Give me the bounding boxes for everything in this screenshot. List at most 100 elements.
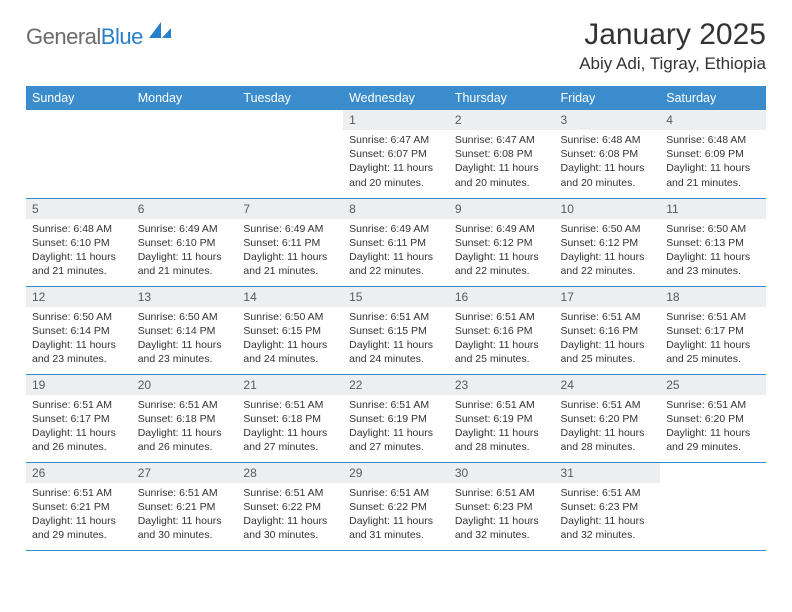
- day-details: Sunrise: 6:49 AMSunset: 6:12 PMDaylight:…: [449, 219, 555, 283]
- day-number: 14: [237, 287, 343, 307]
- day-details: Sunrise: 6:51 AMSunset: 6:21 PMDaylight:…: [26, 483, 132, 547]
- day-details: Sunrise: 6:48 AMSunset: 6:10 PMDaylight:…: [26, 219, 132, 283]
- day-number: 7: [237, 199, 343, 219]
- day-number-empty: [237, 110, 343, 130]
- calendar-day-cell: 15Sunrise: 6:51 AMSunset: 6:15 PMDayligh…: [343, 286, 449, 374]
- weekday-header: Sunday: [26, 86, 132, 110]
- day-number: 1: [343, 110, 449, 130]
- calendar-day-cell: 1Sunrise: 6:47 AMSunset: 6:07 PMDaylight…: [343, 110, 449, 198]
- day-number-empty: [26, 110, 132, 130]
- calendar-week-row: 19Sunrise: 6:51 AMSunset: 6:17 PMDayligh…: [26, 374, 766, 462]
- day-details: Sunrise: 6:51 AMSunset: 6:17 PMDaylight:…: [660, 307, 766, 371]
- day-number: 22: [343, 375, 449, 395]
- day-number: 31: [555, 463, 661, 483]
- day-number: 26: [26, 463, 132, 483]
- day-details: Sunrise: 6:51 AMSunset: 6:18 PMDaylight:…: [237, 395, 343, 459]
- logo-text-part1: General: [26, 24, 101, 49]
- weekday-header: Wednesday: [343, 86, 449, 110]
- day-number: 17: [555, 287, 661, 307]
- day-details: Sunrise: 6:51 AMSunset: 6:17 PMDaylight:…: [26, 395, 132, 459]
- day-number: 15: [343, 287, 449, 307]
- calendar-day-cell: 12Sunrise: 6:50 AMSunset: 6:14 PMDayligh…: [26, 286, 132, 374]
- day-number: 27: [132, 463, 238, 483]
- weekday-header: Friday: [555, 86, 661, 110]
- calendar-day-cell: 8Sunrise: 6:49 AMSunset: 6:11 PMDaylight…: [343, 198, 449, 286]
- day-number: 23: [449, 375, 555, 395]
- day-number: 25: [660, 375, 766, 395]
- day-details: Sunrise: 6:51 AMSunset: 6:16 PMDaylight:…: [555, 307, 661, 371]
- calendar-table: SundayMondayTuesdayWednesdayThursdayFrid…: [26, 86, 766, 551]
- calendar-week-row: 26Sunrise: 6:51 AMSunset: 6:21 PMDayligh…: [26, 462, 766, 550]
- calendar-day-cell: [132, 110, 238, 198]
- calendar-day-cell: 27Sunrise: 6:51 AMSunset: 6:21 PMDayligh…: [132, 462, 238, 550]
- day-number: 10: [555, 199, 661, 219]
- calendar-day-cell: 25Sunrise: 6:51 AMSunset: 6:20 PMDayligh…: [660, 374, 766, 462]
- calendar-day-cell: [26, 110, 132, 198]
- calendar-day-cell: 30Sunrise: 6:51 AMSunset: 6:23 PMDayligh…: [449, 462, 555, 550]
- day-number: 9: [449, 199, 555, 219]
- day-number: 5: [26, 199, 132, 219]
- calendar-day-cell: 28Sunrise: 6:51 AMSunset: 6:22 PMDayligh…: [237, 462, 343, 550]
- calendar-day-cell: 19Sunrise: 6:51 AMSunset: 6:17 PMDayligh…: [26, 374, 132, 462]
- day-number: 18: [660, 287, 766, 307]
- calendar-day-cell: 7Sunrise: 6:49 AMSunset: 6:11 PMDaylight…: [237, 198, 343, 286]
- day-number-empty: [132, 110, 238, 130]
- calendar-day-cell: 29Sunrise: 6:51 AMSunset: 6:22 PMDayligh…: [343, 462, 449, 550]
- day-details: Sunrise: 6:51 AMSunset: 6:22 PMDaylight:…: [237, 483, 343, 547]
- logo: GeneralBlue: [26, 24, 173, 50]
- day-number: 12: [26, 287, 132, 307]
- calendar-day-cell: 18Sunrise: 6:51 AMSunset: 6:17 PMDayligh…: [660, 286, 766, 374]
- title-block: January 2025 Abiy Adi, Tigray, Ethiopia: [579, 18, 766, 74]
- calendar-day-cell: 5Sunrise: 6:48 AMSunset: 6:10 PMDaylight…: [26, 198, 132, 286]
- calendar-day-cell: 11Sunrise: 6:50 AMSunset: 6:13 PMDayligh…: [660, 198, 766, 286]
- day-details: Sunrise: 6:51 AMSunset: 6:22 PMDaylight:…: [343, 483, 449, 547]
- day-number: 3: [555, 110, 661, 130]
- day-number: 24: [555, 375, 661, 395]
- header: GeneralBlue January 2025 Abiy Adi, Tigra…: [26, 18, 766, 74]
- calendar-week-row: 12Sunrise: 6:50 AMSunset: 6:14 PMDayligh…: [26, 286, 766, 374]
- calendar-day-cell: 16Sunrise: 6:51 AMSunset: 6:16 PMDayligh…: [449, 286, 555, 374]
- day-details: Sunrise: 6:51 AMSunset: 6:23 PMDaylight:…: [449, 483, 555, 547]
- day-number: 13: [132, 287, 238, 307]
- logo-sail-icon: [147, 20, 173, 45]
- calendar-day-cell: [237, 110, 343, 198]
- day-number: 28: [237, 463, 343, 483]
- location: Abiy Adi, Tigray, Ethiopia: [579, 54, 766, 74]
- day-number: 6: [132, 199, 238, 219]
- day-details: Sunrise: 6:51 AMSunset: 6:21 PMDaylight:…: [132, 483, 238, 547]
- calendar-day-cell: 2Sunrise: 6:47 AMSunset: 6:08 PMDaylight…: [449, 110, 555, 198]
- calendar-week-row: 1Sunrise: 6:47 AMSunset: 6:07 PMDaylight…: [26, 110, 766, 198]
- day-details: Sunrise: 6:51 AMSunset: 6:19 PMDaylight:…: [449, 395, 555, 459]
- day-details: Sunrise: 6:47 AMSunset: 6:08 PMDaylight:…: [449, 130, 555, 194]
- calendar-day-cell: 9Sunrise: 6:49 AMSunset: 6:12 PMDaylight…: [449, 198, 555, 286]
- day-details: Sunrise: 6:51 AMSunset: 6:20 PMDaylight:…: [555, 395, 661, 459]
- day-number: 8: [343, 199, 449, 219]
- day-details: Sunrise: 6:51 AMSunset: 6:20 PMDaylight:…: [660, 395, 766, 459]
- weekday-header: Saturday: [660, 86, 766, 110]
- calendar-day-cell: 23Sunrise: 6:51 AMSunset: 6:19 PMDayligh…: [449, 374, 555, 462]
- day-details: Sunrise: 6:49 AMSunset: 6:11 PMDaylight:…: [237, 219, 343, 283]
- calendar-day-cell: 10Sunrise: 6:50 AMSunset: 6:12 PMDayligh…: [555, 198, 661, 286]
- calendar-day-cell: 3Sunrise: 6:48 AMSunset: 6:08 PMDaylight…: [555, 110, 661, 198]
- day-details: Sunrise: 6:48 AMSunset: 6:08 PMDaylight:…: [555, 130, 661, 194]
- day-details: Sunrise: 6:51 AMSunset: 6:18 PMDaylight:…: [132, 395, 238, 459]
- weekday-header: Monday: [132, 86, 238, 110]
- day-details: Sunrise: 6:51 AMSunset: 6:15 PMDaylight:…: [343, 307, 449, 371]
- day-details: Sunrise: 6:47 AMSunset: 6:07 PMDaylight:…: [343, 130, 449, 194]
- day-number: 29: [343, 463, 449, 483]
- weekday-row: SundayMondayTuesdayWednesdayThursdayFrid…: [26, 86, 766, 110]
- day-details: Sunrise: 6:50 AMSunset: 6:12 PMDaylight:…: [555, 219, 661, 283]
- logo-text: GeneralBlue: [26, 24, 143, 50]
- month-title: January 2025: [579, 18, 766, 52]
- day-details: Sunrise: 6:50 AMSunset: 6:15 PMDaylight:…: [237, 307, 343, 371]
- calendar-day-cell: 31Sunrise: 6:51 AMSunset: 6:23 PMDayligh…: [555, 462, 661, 550]
- day-number: 19: [26, 375, 132, 395]
- calendar-week-row: 5Sunrise: 6:48 AMSunset: 6:10 PMDaylight…: [26, 198, 766, 286]
- day-number: 11: [660, 199, 766, 219]
- day-details: Sunrise: 6:48 AMSunset: 6:09 PMDaylight:…: [660, 130, 766, 194]
- calendar-body: 1Sunrise: 6:47 AMSunset: 6:07 PMDaylight…: [26, 110, 766, 550]
- calendar-day-cell: 13Sunrise: 6:50 AMSunset: 6:14 PMDayligh…: [132, 286, 238, 374]
- day-details: Sunrise: 6:49 AMSunset: 6:10 PMDaylight:…: [132, 219, 238, 283]
- logo-text-part2: Blue: [101, 24, 143, 49]
- day-number: 30: [449, 463, 555, 483]
